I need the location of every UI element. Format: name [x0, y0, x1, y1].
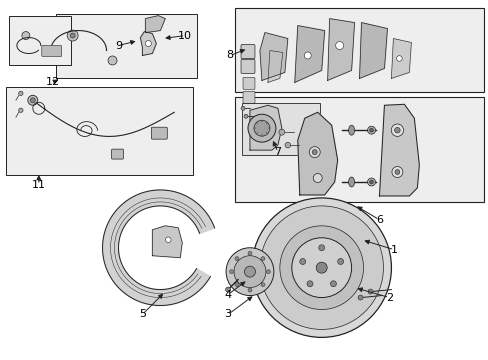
Text: 6: 6 [375, 215, 382, 225]
Circle shape [247, 114, 275, 142]
Circle shape [28, 95, 38, 105]
Circle shape [251, 198, 390, 337]
Circle shape [367, 126, 375, 134]
Circle shape [244, 266, 255, 277]
Circle shape [335, 41, 343, 50]
Circle shape [391, 167, 402, 177]
Text: 12: 12 [45, 77, 60, 87]
Circle shape [234, 283, 239, 287]
Circle shape [313, 174, 322, 183]
Circle shape [396, 56, 401, 61]
Circle shape [390, 124, 403, 136]
Bar [235, 97, 483, 202]
Circle shape [225, 287, 230, 292]
Circle shape [247, 288, 251, 292]
FancyBboxPatch shape [241, 45, 254, 58]
Circle shape [229, 270, 233, 274]
Text: 4: 4 [224, 289, 231, 300]
Circle shape [369, 129, 372, 132]
Polygon shape [294, 26, 324, 82]
Text: 5: 5 [139, 310, 145, 319]
Circle shape [19, 91, 23, 95]
Circle shape [22, 32, 30, 40]
Circle shape [261, 257, 264, 261]
Circle shape [367, 178, 375, 186]
Text: 8: 8 [226, 50, 233, 60]
Circle shape [312, 150, 317, 154]
Circle shape [244, 114, 247, 118]
Circle shape [304, 52, 310, 59]
Circle shape [291, 238, 351, 298]
Circle shape [357, 295, 362, 300]
Polygon shape [102, 190, 214, 306]
Polygon shape [390, 39, 410, 78]
Bar [242, 103, 319, 155]
Circle shape [145, 41, 151, 46]
FancyBboxPatch shape [243, 91, 254, 103]
Circle shape [278, 129, 285, 135]
Circle shape [165, 237, 171, 243]
Circle shape [285, 142, 290, 148]
Circle shape [318, 245, 324, 251]
Bar [9, 15, 71, 66]
Polygon shape [327, 19, 354, 80]
Circle shape [330, 281, 336, 287]
Circle shape [367, 289, 372, 294]
Ellipse shape [348, 125, 354, 135]
Circle shape [308, 147, 320, 158]
Ellipse shape [348, 177, 354, 187]
Circle shape [266, 270, 270, 274]
Circle shape [261, 283, 264, 287]
Text: 10: 10 [178, 31, 192, 41]
Text: 9: 9 [115, 41, 122, 50]
Circle shape [30, 98, 35, 103]
FancyBboxPatch shape [241, 59, 254, 73]
Polygon shape [297, 112, 337, 195]
FancyBboxPatch shape [111, 149, 123, 159]
Bar [56, 14, 197, 78]
Circle shape [337, 258, 343, 265]
Bar [6, 87, 193, 175]
FancyBboxPatch shape [151, 127, 167, 139]
Circle shape [306, 281, 312, 287]
Circle shape [316, 262, 326, 273]
Polygon shape [145, 15, 165, 32]
Polygon shape [379, 104, 419, 196]
Polygon shape [249, 105, 281, 150]
Polygon shape [152, 226, 182, 258]
Text: 11: 11 [32, 180, 46, 190]
Circle shape [260, 206, 383, 329]
Circle shape [234, 257, 239, 261]
Polygon shape [140, 32, 156, 55]
Text: 7: 7 [274, 147, 281, 157]
Circle shape [247, 251, 251, 255]
Circle shape [19, 108, 23, 112]
Circle shape [108, 56, 117, 65]
Circle shape [369, 180, 372, 184]
Circle shape [253, 120, 269, 136]
Circle shape [234, 256, 265, 288]
Circle shape [241, 106, 244, 110]
FancyBboxPatch shape [41, 45, 61, 57]
Circle shape [70, 33, 75, 38]
Polygon shape [359, 23, 386, 78]
FancyBboxPatch shape [243, 77, 254, 89]
Circle shape [279, 226, 363, 310]
Text: 1: 1 [390, 245, 397, 255]
Polygon shape [267, 50, 282, 82]
Circle shape [394, 170, 399, 175]
Text: 2: 2 [385, 293, 392, 302]
Circle shape [299, 258, 305, 265]
Bar [235, 8, 483, 92]
Text: 3: 3 [224, 310, 231, 319]
Polygon shape [260, 32, 287, 80]
Circle shape [225, 248, 273, 296]
Circle shape [67, 30, 78, 41]
Circle shape [394, 127, 399, 133]
